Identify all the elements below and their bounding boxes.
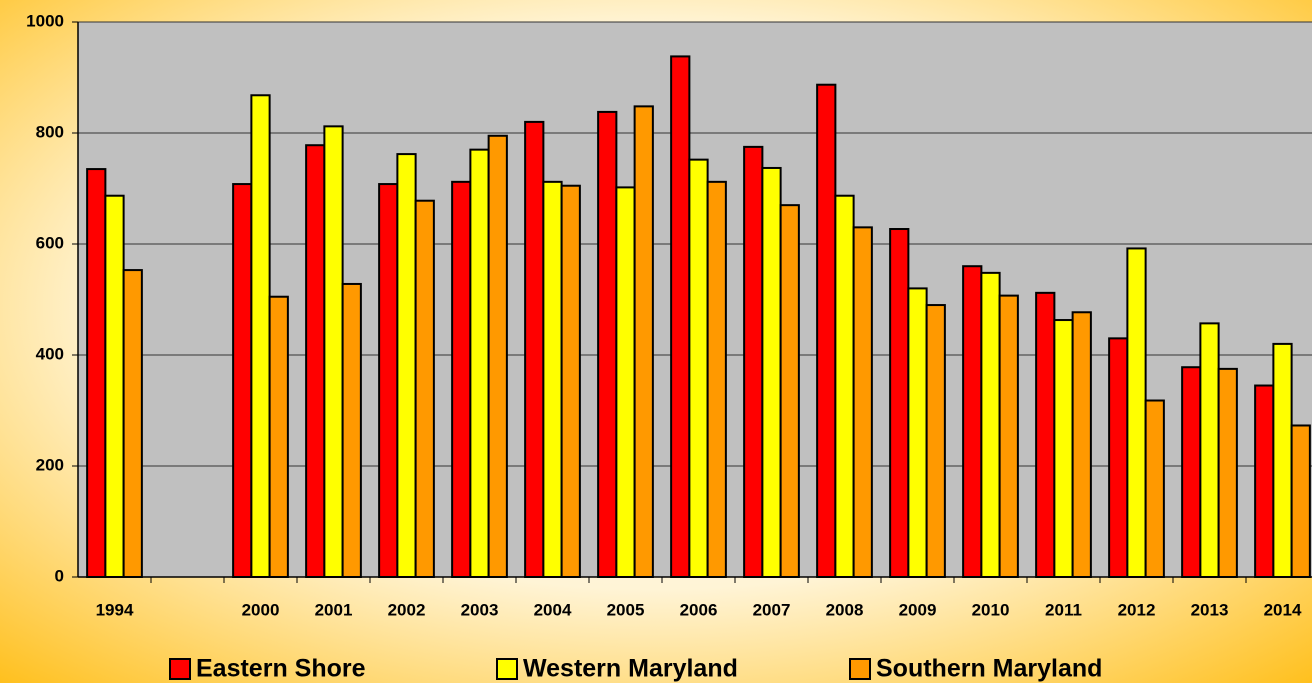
bar	[633, 105, 654, 579]
x-tick-label: 2009	[899, 600, 937, 619]
bar	[1053, 319, 1074, 578]
y-tick-label: 800	[36, 122, 64, 141]
bar	[487, 134, 508, 578]
bar	[250, 94, 271, 578]
bar	[469, 148, 490, 578]
x-tick-label: 2013	[1191, 600, 1229, 619]
bar	[323, 125, 344, 578]
bar	[998, 294, 1019, 578]
x-tick-label: 2010	[972, 600, 1010, 619]
bar	[378, 183, 399, 578]
y-tick-label: 200	[36, 455, 64, 474]
bar	[1108, 337, 1129, 578]
bar	[524, 120, 545, 579]
bar	[1035, 291, 1056, 578]
bar	[396, 153, 417, 578]
bar	[597, 110, 618, 578]
bar	[1290, 424, 1311, 578]
bar	[86, 168, 107, 578]
legend-label: Western Maryland	[523, 655, 738, 683]
x-tick-label: 2004	[534, 600, 572, 619]
bar	[305, 144, 326, 579]
bar	[889, 228, 910, 578]
bar	[779, 204, 800, 578]
bar	[1181, 366, 1202, 578]
bar	[907, 287, 928, 578]
x-tick-label: 2000	[242, 600, 280, 619]
bar	[925, 304, 946, 578]
y-tick-label: 400	[36, 344, 64, 363]
bar	[1272, 342, 1293, 578]
y-tick-label: 1000	[26, 11, 64, 30]
bar	[761, 166, 782, 578]
bar	[1144, 399, 1165, 579]
bar	[560, 184, 581, 578]
bar	[670, 55, 691, 579]
bar	[816, 83, 837, 578]
bar	[834, 194, 855, 578]
x-tick-label: 2002	[388, 600, 426, 619]
legend-swatch	[169, 658, 191, 680]
bar	[743, 145, 764, 578]
x-tick-label: 2006	[680, 600, 718, 619]
x-tick-label: 2007	[753, 600, 791, 619]
x-tick-label: 2005	[607, 600, 645, 619]
bar	[706, 180, 727, 578]
bar	[1071, 311, 1092, 578]
legend-swatch	[496, 658, 518, 680]
bar	[232, 183, 253, 578]
legend-label: Eastern Shore	[196, 655, 366, 683]
bar	[542, 180, 563, 578]
x-tick-label: 1994	[96, 600, 134, 619]
x-tick-label: 2011	[1045, 600, 1082, 619]
bar	[1217, 367, 1238, 578]
bar	[341, 282, 362, 578]
bar	[852, 226, 873, 578]
legend-swatch	[849, 658, 871, 680]
y-tick-label: 600	[36, 233, 64, 252]
bar	[980, 271, 1001, 578]
bar	[268, 295, 289, 578]
bar	[1254, 384, 1275, 578]
x-tick-label: 2014	[1264, 600, 1302, 619]
y-tick-label: 0	[55, 566, 64, 585]
bar	[414, 199, 435, 579]
bar	[688, 158, 709, 578]
x-tick-label: 2012	[1118, 600, 1156, 619]
bar	[962, 265, 983, 578]
x-tick-label: 2001	[315, 600, 353, 619]
x-tick-label: 2003	[461, 600, 499, 619]
bar	[615, 186, 636, 578]
bar	[104, 194, 125, 578]
legend-label: Southern Maryland	[876, 655, 1102, 683]
bar	[1126, 247, 1147, 578]
x-tick-label: 2008	[826, 600, 864, 619]
bar	[1199, 322, 1220, 578]
bar	[122, 269, 143, 578]
bar	[451, 180, 472, 578]
